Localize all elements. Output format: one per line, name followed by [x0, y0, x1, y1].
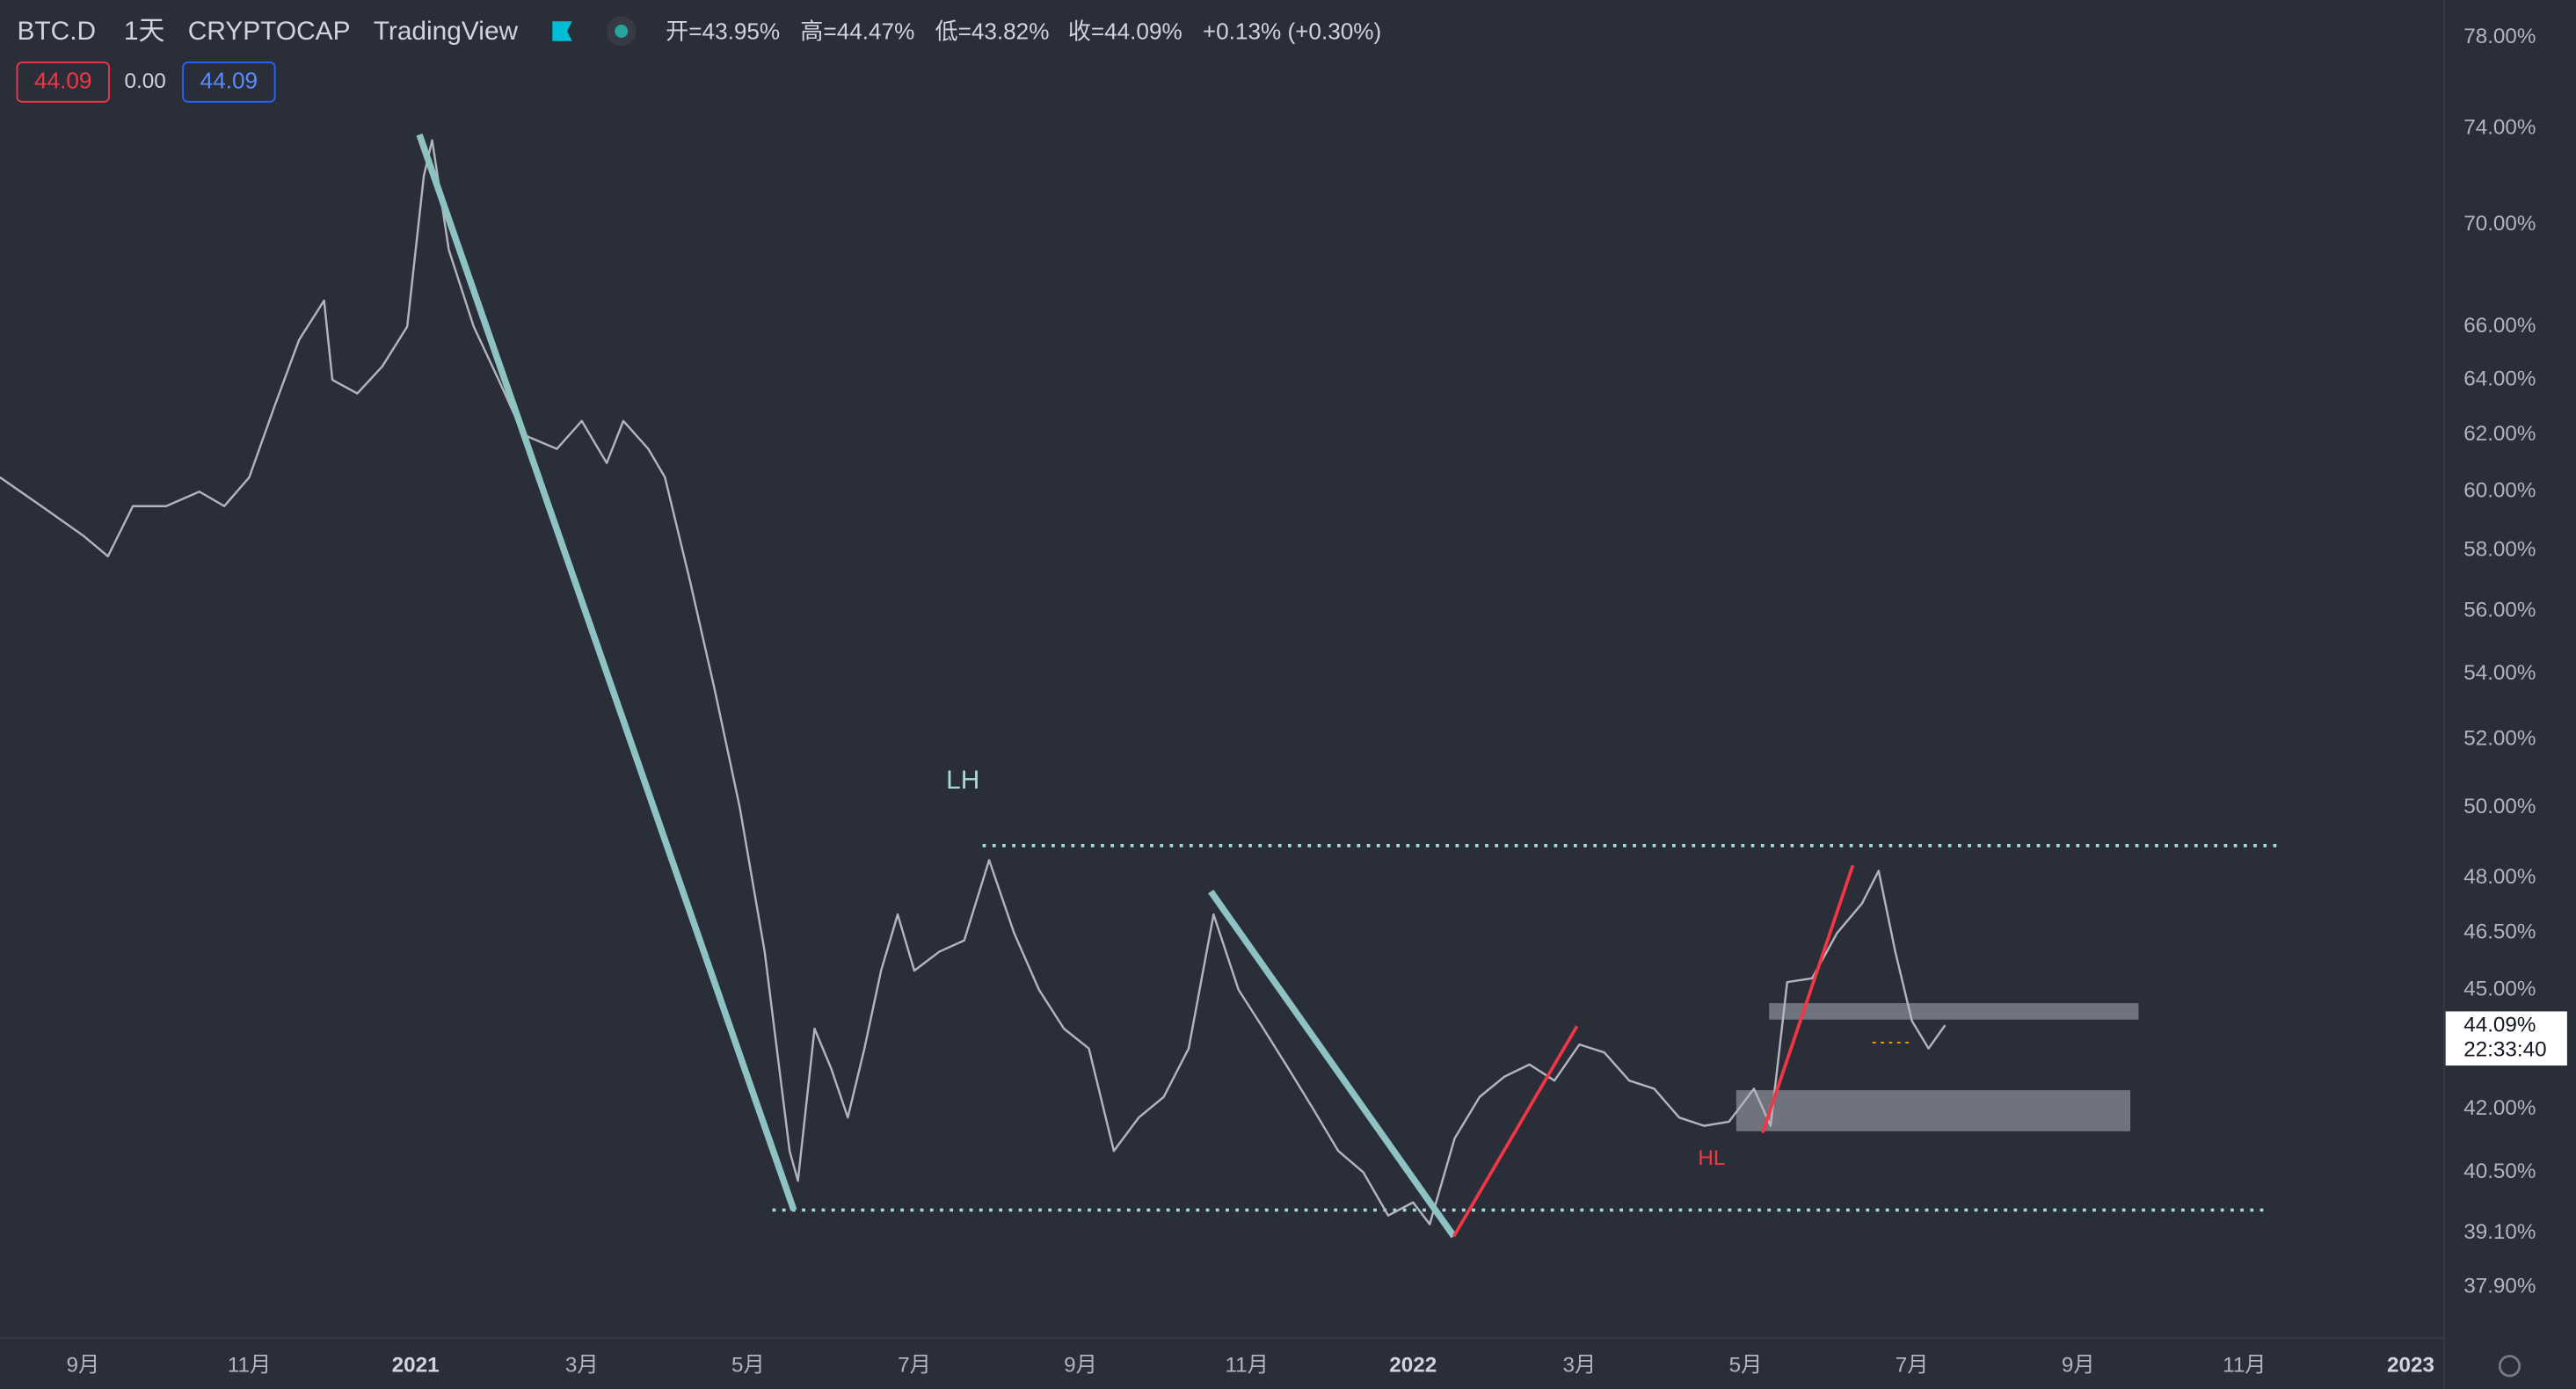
settings-icon[interactable] — [2498, 1355, 2521, 1378]
y-tick-label: 62.00% — [2463, 422, 2536, 446]
price-label-box — [2445, 1011, 2567, 1066]
x-tick-label: 11月 — [2223, 1353, 2266, 1377]
y-tick-label: 42.00% — [2463, 1096, 2536, 1120]
y-tick-label: 37.90% — [2463, 1274, 2536, 1298]
x-tick-label: 9月 — [2062, 1353, 2095, 1377]
x-tick-label: 2021 — [392, 1353, 440, 1377]
y-tick-label: 50.00% — [2463, 795, 2536, 818]
badge: 44.09 — [200, 67, 258, 93]
trend-line — [1452, 1025, 1579, 1238]
y-tick-label: 48.00% — [2463, 865, 2536, 889]
y-tick-label: 66.00% — [2463, 314, 2536, 338]
plot — [0, 139, 1947, 1225]
ohlc-high: 高=44.47% — [800, 18, 914, 44]
exchange: CRYPTOCAP — [188, 17, 351, 46]
annotation: LH — [946, 766, 979, 795]
y-tick-label: 40.50% — [2463, 1160, 2536, 1183]
source: TradingView — [374, 17, 519, 46]
trend-line — [1208, 889, 1457, 1239]
x-tick-label: 5月 — [1729, 1353, 1763, 1377]
ohlc-low: 低=43.82% — [935, 18, 1049, 44]
y-tick-label: 64.00% — [2463, 367, 2536, 391]
x-tick-label: 3月 — [565, 1353, 599, 1377]
status-dot — [615, 25, 629, 38]
annotation: HL — [1698, 1146, 1725, 1170]
x-tick-label: 7月 — [898, 1353, 931, 1377]
ohlc-open: 开=43.95% — [666, 18, 780, 44]
x-tick-label: 2022 — [1389, 1353, 1437, 1377]
y-tick-label: 74.00% — [2463, 116, 2536, 140]
x-tick-label: 11月 — [1225, 1353, 1268, 1377]
x-tick-label: 2023 — [2387, 1353, 2434, 1377]
interval: 1天 — [124, 17, 165, 46]
countdown: 22:33:40 — [2463, 1038, 2546, 1062]
ohlc-change: +0.13% (+0.30%) — [1203, 18, 1381, 44]
price-line — [0, 139, 1947, 1225]
x-tick-label: 9月 — [67, 1353, 100, 1377]
y-tick-label: 56.00% — [2463, 599, 2536, 622]
badge-box — [16, 62, 110, 103]
trend-line — [416, 133, 797, 1211]
price-label: 44.09% — [2463, 1014, 2536, 1037]
x-tick-label: 9月 — [1064, 1353, 1097, 1377]
badge: 44.09 — [34, 67, 91, 93]
trend-line — [1760, 864, 1855, 1134]
x-tick-label: 7月 — [1896, 1353, 1929, 1377]
badge: 0.00 — [125, 69, 166, 93]
x-tick-label: 11月 — [228, 1353, 271, 1377]
zone-box — [1736, 1090, 2131, 1131]
ohlc-close: 收=44.09% — [1068, 18, 1182, 44]
y-tick-label: 70.00% — [2463, 212, 2536, 236]
drawings — [772, 843, 2281, 1212]
y-tick-label: 54.00% — [2463, 661, 2536, 685]
axes: 78.00% 74.00% 70.00% 66.00% 64.00% 62.00% 60.0… — [67, 25, 2536, 1377]
zone-box — [1769, 1003, 2139, 1020]
badge-box — [182, 62, 276, 103]
y-tick-label: 39.10% — [2463, 1220, 2536, 1244]
y-tick-label: 52.00% — [2463, 727, 2536, 751]
x-tick-label: 5月 — [731, 1353, 765, 1377]
trend-lines — [416, 133, 1909, 1239]
flag-icon[interactable] — [552, 21, 572, 41]
y-tick-label: 58.00% — [2463, 537, 2536, 561]
y-tick-label: 45.00% — [2463, 977, 2536, 1000]
x-tick-label: 3月 — [1563, 1353, 1597, 1377]
y-tick-label: 78.00% — [2463, 25, 2536, 48]
symbol: BTC.D — [17, 17, 96, 46]
y-tick-label: 60.00% — [2463, 479, 2536, 503]
y-tick-label: 46.50% — [2463, 920, 2536, 944]
